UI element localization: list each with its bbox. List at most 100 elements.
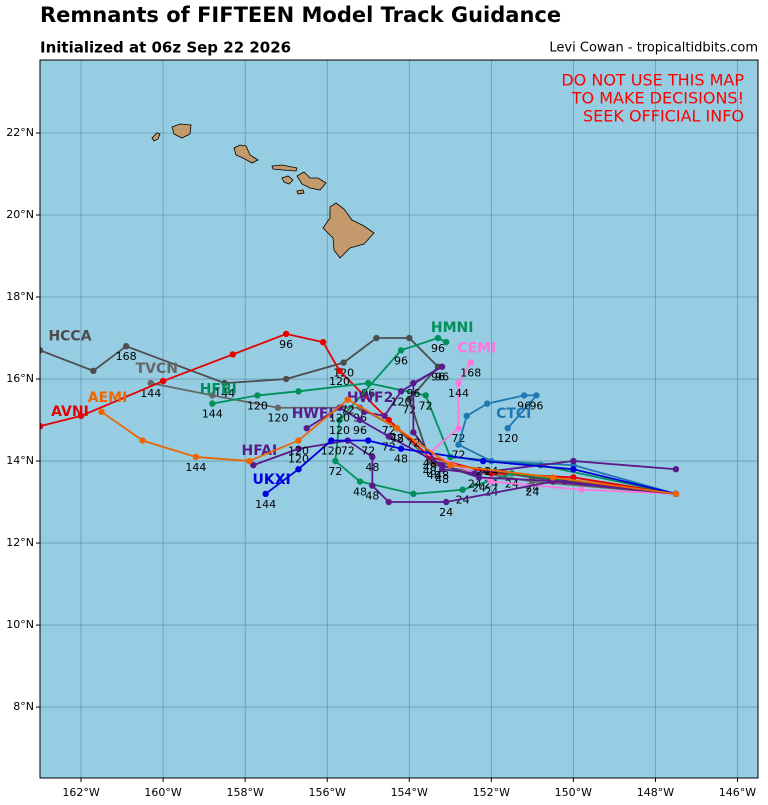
forecast-hour: 48 bbox=[394, 453, 408, 466]
track-point bbox=[209, 392, 216, 399]
forecast-hour: 72 bbox=[361, 445, 375, 458]
track-point bbox=[336, 416, 343, 424]
forecast-hour: 24 bbox=[476, 465, 490, 478]
track-point bbox=[484, 400, 491, 407]
track-point bbox=[459, 486, 466, 493]
track-point bbox=[410, 379, 417, 387]
forecast-hour: 120 bbox=[391, 395, 412, 408]
track-point bbox=[274, 404, 282, 411]
track-point bbox=[442, 498, 450, 506]
track-point bbox=[229, 351, 237, 358]
model-label: HFBI bbox=[200, 382, 237, 398]
track-point bbox=[434, 334, 442, 342]
track-point bbox=[303, 425, 310, 432]
track-point bbox=[475, 474, 483, 481]
track-point bbox=[520, 392, 528, 399]
track-point bbox=[467, 359, 474, 366]
model-label: UKXI bbox=[253, 472, 291, 488]
track-point bbox=[455, 379, 462, 387]
y-tick-label: 10°N bbox=[6, 618, 34, 631]
track-point bbox=[77, 412, 85, 420]
track-line bbox=[363, 365, 677, 475]
x-tick-label: 148°W bbox=[637, 786, 674, 799]
island bbox=[296, 189, 305, 195]
track-point bbox=[570, 466, 577, 473]
track-point bbox=[254, 392, 261, 399]
forecast-hour: 96 bbox=[279, 338, 293, 351]
forecast-hour: 72 bbox=[341, 445, 355, 458]
model-label: AEMI bbox=[88, 390, 128, 406]
forecast-hour: 48 bbox=[435, 469, 449, 482]
warning-line: DO NOT USE THIS MAP bbox=[561, 71, 744, 90]
y-tick-label: 14°N bbox=[6, 454, 34, 467]
track-point bbox=[393, 425, 401, 432]
forecast-hour: 48 bbox=[365, 490, 379, 503]
forecast-hour: 72 bbox=[328, 465, 342, 478]
track-point bbox=[332, 457, 339, 465]
track-point bbox=[90, 367, 97, 375]
warning-line: TO MAKE DECISIONS! bbox=[571, 89, 744, 108]
x-tick-label: 146°W bbox=[719, 786, 756, 799]
track-point bbox=[463, 412, 470, 420]
forecast-hour: 48 bbox=[390, 432, 404, 445]
track-point bbox=[319, 338, 327, 346]
x-tick-label: 156°W bbox=[309, 786, 346, 799]
forecast-hour: 72 bbox=[341, 404, 355, 417]
track-point bbox=[410, 429, 417, 436]
track-point bbox=[246, 457, 253, 465]
y-tick-label: 8°N bbox=[13, 700, 34, 713]
track-point bbox=[159, 377, 167, 385]
track-line bbox=[101, 398, 677, 495]
warning-line: SEEK OFFICIAL INFO bbox=[583, 107, 744, 126]
track-point bbox=[356, 416, 364, 424]
forecast-hour: 120 bbox=[329, 412, 350, 425]
track-point bbox=[533, 392, 540, 399]
track-point bbox=[344, 396, 351, 403]
track-point bbox=[295, 437, 302, 444]
forecast-hour: 120 bbox=[321, 445, 342, 458]
forecast-hour: 72 bbox=[406, 436, 420, 449]
map-frame bbox=[39, 59, 759, 779]
model-label: HWFI bbox=[292, 406, 334, 422]
x-tick-label: 150°W bbox=[555, 786, 592, 799]
forecast-hour: 24 bbox=[484, 486, 498, 499]
track-point bbox=[422, 392, 429, 399]
forecast-hour: 48 bbox=[423, 461, 437, 474]
forecast-hour: 96 bbox=[431, 342, 445, 355]
x-tick-label: 158°W bbox=[226, 786, 263, 799]
forecast-hour: 120 bbox=[288, 445, 309, 458]
forecast-hour: 96 bbox=[435, 371, 449, 384]
island bbox=[271, 164, 298, 172]
forecast-hour: 96 bbox=[431, 371, 445, 384]
forecast-hour: 72 bbox=[382, 440, 396, 453]
track-point bbox=[369, 453, 376, 461]
track-point bbox=[488, 478, 495, 485]
track-line bbox=[265, 439, 677, 495]
model-label: TVCN bbox=[136, 361, 178, 377]
track-point bbox=[221, 379, 228, 387]
track-point bbox=[397, 388, 405, 395]
track-point bbox=[570, 457, 577, 465]
model-label: CEMI bbox=[457, 341, 496, 357]
track-point bbox=[381, 412, 388, 420]
forecast-hour: 120 bbox=[267, 412, 288, 425]
forecast-hour: 72 bbox=[451, 449, 465, 462]
islands bbox=[151, 123, 375, 259]
track-line bbox=[334, 337, 677, 495]
track-line bbox=[40, 332, 677, 495]
forecast-hour: 24 bbox=[525, 486, 539, 499]
x-tick-label: 160°W bbox=[144, 786, 181, 799]
y-tick-label: 22°N bbox=[6, 126, 34, 139]
forecast-hour: 24 bbox=[456, 494, 470, 507]
track-point bbox=[410, 490, 417, 498]
model-label: HWF2 bbox=[347, 390, 393, 406]
x-tick-label: 152°W bbox=[473, 786, 510, 799]
track-point bbox=[365, 437, 372, 444]
model-label: AVNI bbox=[51, 404, 89, 420]
track-point bbox=[328, 437, 335, 444]
island bbox=[151, 132, 161, 142]
track-point bbox=[549, 474, 557, 481]
track-point bbox=[406, 334, 413, 342]
forecast-hour: 120 bbox=[329, 424, 350, 437]
track-point bbox=[340, 359, 347, 366]
